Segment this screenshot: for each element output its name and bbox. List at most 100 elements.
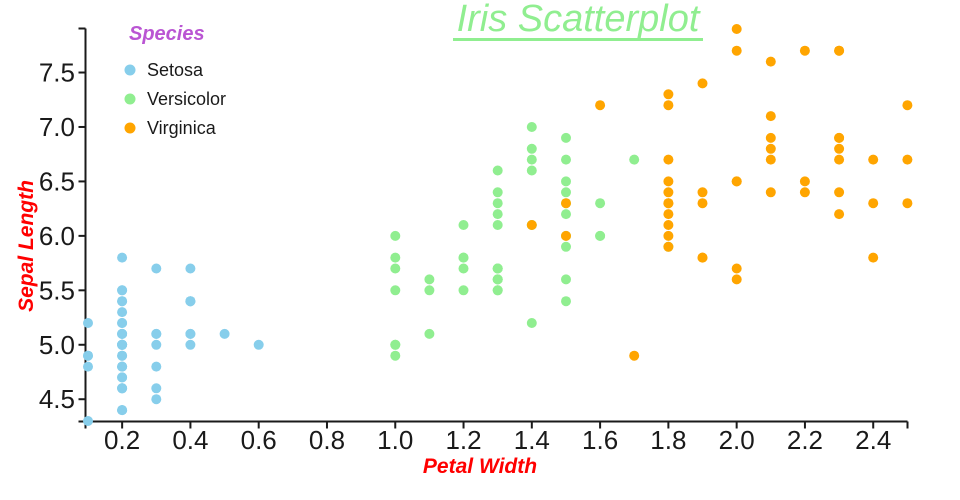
- data-point: [561, 154, 571, 165]
- data-point: [390, 339, 401, 350]
- data-point: [151, 394, 162, 405]
- data-point: [663, 176, 674, 187]
- legend-item-label: Setosa: [147, 60, 204, 80]
- data-point: [526, 220, 537, 230]
- data-point: [151, 328, 162, 339]
- data-point: [117, 372, 128, 383]
- data-point: [902, 198, 913, 209]
- legend: Setosa Versicolor Virginica: [124, 60, 226, 138]
- data-point: [868, 154, 879, 165]
- legend-swatch: [124, 93, 136, 105]
- data-point: [561, 132, 571, 143]
- data-point: [697, 252, 708, 263]
- data-point: [492, 220, 503, 230]
- data-point: [492, 165, 503, 176]
- data-point: [697, 187, 708, 198]
- data-point: [117, 307, 128, 318]
- data-point: [492, 209, 503, 220]
- data-point: [595, 100, 606, 111]
- data-point: [117, 350, 128, 361]
- data-point: [834, 132, 845, 143]
- y-tick-label: 4.5: [39, 384, 75, 414]
- data-point: [561, 187, 571, 198]
- x-tick-label: 0.4: [172, 425, 208, 455]
- data-point: [765, 132, 776, 143]
- data-point: [731, 274, 742, 285]
- x-tick-label: 2.4: [855, 425, 891, 455]
- data-point: [595, 198, 606, 209]
- data-point: [424, 328, 435, 339]
- data-point: [697, 78, 708, 89]
- data-point: [663, 154, 674, 165]
- data-point: [526, 122, 537, 132]
- data-points: [83, 24, 913, 426]
- legend-item-label: Virginica: [147, 118, 217, 138]
- data-point: [83, 350, 93, 361]
- data-point: [663, 209, 674, 220]
- data-point: [117, 296, 128, 307]
- data-point: [629, 154, 640, 165]
- y-tick-label: 6.5: [39, 166, 75, 196]
- data-point: [731, 176, 742, 187]
- data-point: [117, 328, 128, 339]
- data-point: [765, 154, 776, 165]
- data-point: [731, 263, 742, 274]
- y-axis-label: Sepal Length: [15, 180, 38, 312]
- data-point: [492, 285, 503, 296]
- data-point: [629, 350, 640, 361]
- data-point: [765, 56, 776, 67]
- data-point: [117, 339, 128, 350]
- data-point: [799, 45, 810, 56]
- data-point: [561, 230, 571, 241]
- tick-labels: 0.2 0.4 0.6 0.8 1.0 1.2 1.4 1.6 1.8 2.0 2.2 2.4 4.5 5…: [39, 58, 891, 455]
- data-point: [526, 154, 537, 165]
- data-point: [834, 154, 845, 165]
- legend-title: Species: [129, 23, 205, 45]
- x-tick-label: 1.6: [582, 425, 618, 455]
- data-point: [492, 274, 503, 285]
- data-point: [799, 176, 810, 187]
- data-point: [561, 274, 571, 285]
- data-point: [834, 187, 845, 198]
- data-point: [561, 241, 571, 252]
- x-tick-label: 0.8: [309, 425, 345, 455]
- y-tick-label: 7.0: [39, 112, 75, 142]
- x-tick-label: 1.4: [514, 425, 550, 455]
- data-point: [117, 252, 128, 263]
- data-point: [151, 263, 162, 274]
- x-tick-label: 1.2: [445, 425, 481, 455]
- x-tick-label: 0.6: [241, 425, 277, 455]
- data-point: [526, 143, 537, 154]
- data-point: [868, 198, 879, 209]
- chart-title: Iris Scatterplot: [457, 0, 701, 40]
- data-point: [390, 252, 401, 263]
- data-point: [663, 230, 674, 241]
- data-point: [117, 285, 128, 296]
- data-point: [458, 252, 469, 263]
- data-point: [731, 24, 742, 34]
- data-point: [185, 328, 196, 339]
- data-point: [663, 198, 674, 209]
- data-point: [424, 274, 435, 285]
- x-tick-label: 1.0: [377, 425, 413, 455]
- data-point: [765, 187, 776, 198]
- data-point: [765, 111, 776, 122]
- data-point: [834, 143, 845, 154]
- data-point: [151, 361, 162, 372]
- data-point: [663, 241, 674, 252]
- data-point: [185, 296, 196, 307]
- x-axis-label: Petal Width: [423, 455, 537, 478]
- series-versicolor: [390, 122, 674, 361]
- data-point: [834, 45, 845, 56]
- data-point: [697, 198, 708, 209]
- legend-item-setosa: Setosa: [124, 60, 204, 80]
- data-point: [390, 285, 401, 296]
- data-point: [561, 296, 571, 307]
- data-point: [799, 187, 810, 198]
- x-tick-label: 2.0: [719, 425, 755, 455]
- data-point: [458, 263, 469, 274]
- data-point: [868, 252, 879, 263]
- legend-item-label: Versicolor: [147, 89, 226, 109]
